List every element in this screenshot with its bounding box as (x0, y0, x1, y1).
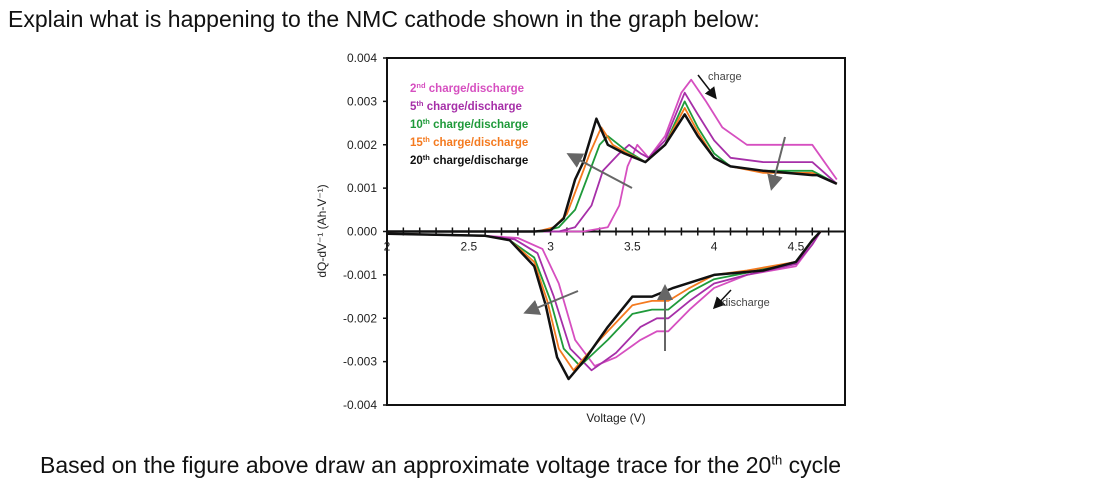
discharge-annotation: discharge (722, 297, 770, 309)
legend-ordinal-suffix: th (423, 135, 430, 144)
y-tick-label: 0.003 (347, 94, 377, 108)
y-tick-label: -0.003 (343, 355, 377, 369)
legend-ordinal: 20 (410, 155, 423, 167)
legend-ordinal-suffix: th (423, 153, 430, 162)
x-tick-label: 4 (711, 240, 718, 254)
legend-ordinal: 10 (410, 119, 423, 131)
legend-label: charge/discharge (424, 101, 522, 113)
y-tick-label: 0.000 (347, 225, 377, 239)
question-bottom: Based on the figure above draw an approx… (40, 452, 841, 479)
charge-annotation: charge (708, 71, 742, 83)
legend-ordinal-suffix: th (423, 117, 430, 126)
series-10-discharge-line (386, 230, 822, 367)
x-axis-label: Voltage (V) (586, 411, 645, 425)
charge-direction-arrow (697, 74, 717, 100)
trend-arrow-discharge-peak (523, 290, 579, 315)
question-bottom-end: cycle (782, 452, 841, 478)
discharge-direction-arrow (712, 289, 732, 310)
legend-entry-15: 15th charge/discharge (410, 135, 528, 149)
question-top: Explain what is happening to the NMC cat… (8, 6, 760, 32)
series-20-discharge-line (386, 230, 822, 381)
x-tick-label: 4.5 (788, 240, 805, 254)
y-tick-label: -0.004 (343, 398, 377, 412)
x-tick-label: 2 (384, 240, 391, 254)
x-tick-label: 2.5 (460, 240, 477, 254)
trend-arrow-charge-plateau (767, 136, 786, 191)
question-bottom-text: Based on the figure above draw an approx… (40, 452, 772, 478)
x-tick-label: 3.5 (624, 240, 641, 254)
trend-arrow-charge-peak (566, 153, 633, 189)
legend-ordinal-suffix: nd (416, 81, 426, 90)
legend-label: charge/discharge (430, 119, 528, 131)
x-tick-label: 3 (547, 240, 554, 254)
series-20-charge-line (387, 113, 838, 233)
legend-entry-5: 5th charge/discharge (410, 99, 522, 113)
series-15-discharge-line (386, 230, 822, 372)
series-2-charge-line (387, 78, 838, 233)
legend-ordinal: 2 (410, 83, 416, 95)
legend-label: charge/discharge (426, 83, 524, 95)
legend-entry-2: 2nd charge/discharge (410, 81, 524, 95)
y-tick-label: 0.002 (347, 138, 377, 152)
y-axis-label: dQ-dV⁻¹ (Ah-V⁻¹) (315, 184, 329, 277)
y-tick-label: 0.004 (347, 51, 377, 65)
legend-ordinal: 15 (410, 137, 423, 149)
legend-label: charge/discharge (430, 155, 528, 167)
legend-ordinal-suffix: th (416, 99, 423, 108)
y-tick-label: -0.002 (343, 311, 377, 325)
question-bottom-sup: th (771, 452, 783, 468)
y-tick-label: 0.001 (347, 181, 377, 195)
legend-label: charge/discharge (430, 137, 528, 149)
y-tick-label: -0.001 (343, 268, 377, 282)
legend-ordinal: 5 (410, 101, 417, 113)
legend-entry-10: 10th charge/discharge (410, 117, 528, 131)
legend-entry-20: 20th charge/discharge (410, 153, 528, 167)
